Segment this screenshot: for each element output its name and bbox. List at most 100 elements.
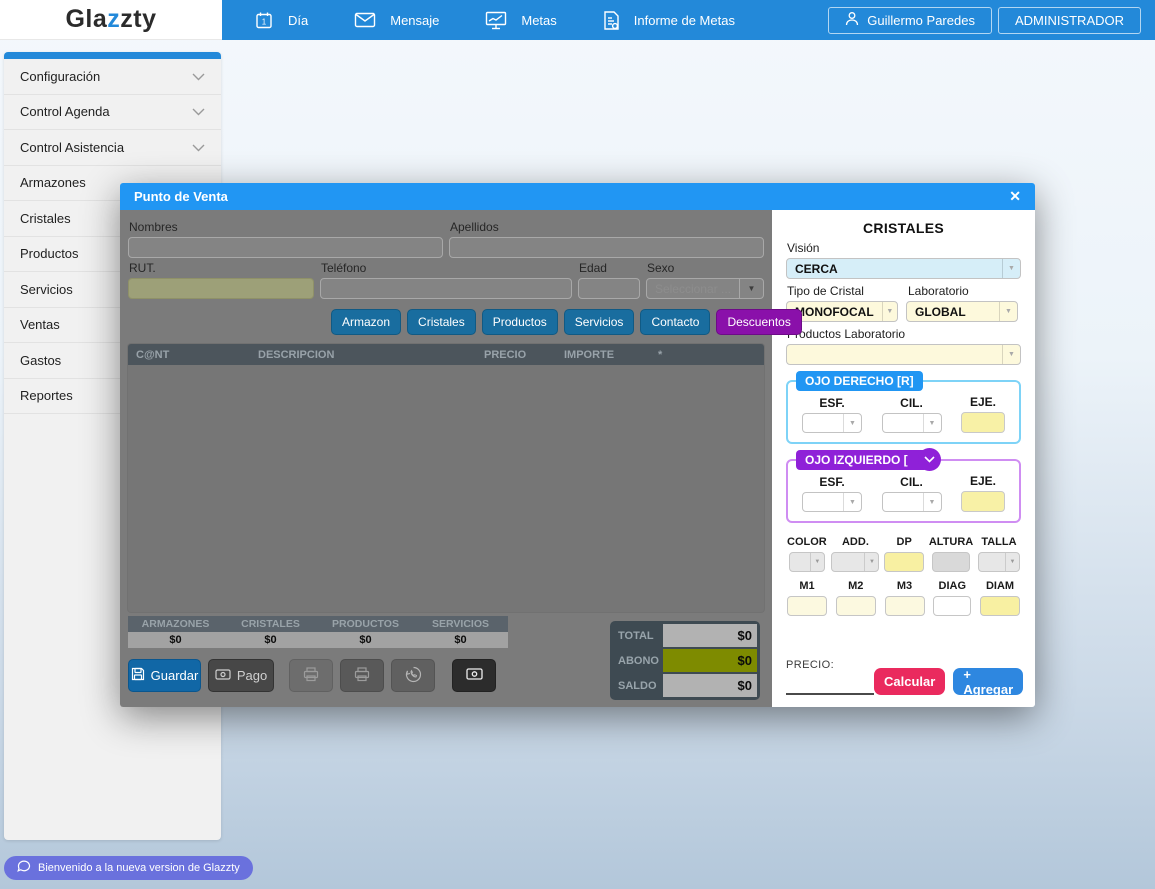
nombres-input[interactable] [128,237,443,258]
copy-down-chevron-button[interactable] [917,448,941,471]
apellidos-input[interactable] [449,237,764,258]
logo-text-suffix: zty [120,5,157,33]
color-select[interactable]: ▼ [788,552,825,572]
whatsapp-button[interactable] [391,659,435,692]
dropdown-arrow-icon: ▼ [843,493,861,511]
sidebar-item-label: Reportes [20,388,73,404]
ojo-izquierdo-badge: OJO IZQUIERDO [ [796,448,941,471]
oi-cil-select[interactable]: ▼ [881,492,942,512]
sidebar-item-ventas[interactable]: Ventas [4,308,221,343]
od-cil-select[interactable]: ▼ [881,413,942,433]
diam-input[interactable] [980,596,1020,616]
oi-eje-input[interactable] [961,491,1005,512]
banknote-icon [465,668,483,683]
precio-label: PRECIO: [786,659,835,671]
nav-item-mensaje[interactable]: Mensaje [354,12,439,28]
nav-item-metas[interactable]: Metas [485,11,557,30]
print-button-2[interactable] [340,659,384,692]
sidebar-item-cristales[interactable]: Cristales [4,201,221,237]
od-esf-select[interactable]: ▼ [802,413,862,433]
vision-select-value: CERCA [795,261,838,276]
sexo-select-value: Seleccionar ... [654,281,731,296]
add-select[interactable]: ▼ [831,552,880,572]
user-button[interactable]: Guillermo Paredes [828,6,992,34]
talla-label: TALLA [981,536,1017,548]
sidebar-item-label: Armazones [20,175,86,191]
floppy-disk-icon [131,667,145,684]
vision-select[interactable]: CERCA ▼ [786,258,1021,279]
summary-col-productos: PRODUCTOS [332,618,399,630]
nombres-label: Nombres [129,220,178,234]
sidebar-item-gastos[interactable]: Gastos [4,343,221,379]
col-precio: PRECIO [484,348,527,361]
dropdown-arrow-icon: ▼ [1002,259,1020,278]
saldo-row: SALDO $0 [613,674,757,697]
tipo-cristal-select[interactable]: MONOFOCAL ▼ [786,301,898,322]
app-logo: Glazzty [65,5,156,34]
sidebar-item-reportes[interactable]: Reportes [4,379,221,414]
precio-input[interactable] [786,681,874,695]
nav-item-dia[interactable]: 1 Día [254,10,308,30]
m1-input[interactable] [787,596,827,616]
nav-label: Mensaje [390,12,440,28]
diag-input[interactable] [933,596,972,616]
nav-label: Metas [521,12,557,28]
agregar-button[interactable]: + Agregar [953,667,1024,697]
close-icon[interactable]: ✕ [1009,188,1021,204]
nav-item-informe-de-metas[interactable]: Informe de Metas [603,10,735,31]
tab-contacto[interactable]: Contacto [640,309,711,335]
eje-label: EJE. [969,395,996,409]
sexo-select[interactable]: Seleccionar ... ▼ [645,278,764,299]
print-button-1[interactable] [289,659,333,692]
guardar-button[interactable]: Guardar [128,659,201,692]
tab-cristales[interactable]: Cristales [407,309,476,335]
sidebar-item-servicios[interactable]: Servicios [4,272,221,308]
talla-select[interactable]: ▼ [977,552,1020,572]
m2-input[interactable] [835,596,876,616]
calcular-button[interactable]: Calcular [874,668,946,695]
tab-servicios[interactable]: Servicios [563,309,635,335]
role-button[interactable]: ADMINISTRADOR [997,6,1141,34]
banknote-icon [215,668,231,683]
tab-armazon[interactable]: Armazon [331,309,402,335]
dp-input[interactable] [884,552,925,572]
edad-input[interactable] [577,278,640,299]
sidebar-item-armazones[interactable]: Armazones [4,166,221,201]
color-label: COLOR [787,536,827,548]
welcome-chat-badge[interactable]: Bienvenido a la nueva version de Glazzty [4,856,253,880]
vision-label: Visión [787,241,820,255]
pago-button[interactable]: Pago [208,659,274,692]
ojo-izquierdo-badge-text: OJO IZQUIERDO [ [805,453,908,467]
chevron-down-icon [192,140,205,155]
table-header: C@NT DESCRIPCION PRECIO IMPORTE * [128,344,764,365]
panel-title: CRISTALES [863,220,944,236]
m3-input[interactable] [884,596,925,616]
sidebar-item-control-agenda[interactable]: Control Agenda [4,95,221,130]
modal-titlebar: Punto de Venta ✕ [120,183,1035,210]
sidebar-item-productos[interactable]: Productos [4,237,221,272]
sidebar-item-control-asistencia[interactable]: Control Asistencia [4,130,221,166]
altura-input[interactable] [932,552,971,572]
ojo-izquierdo-box: OJO IZQUIERDO [ ESF. ▼ CIL. [786,448,1021,523]
punto-de-venta-modal: Punto de Venta ✕ Nombres Apellidos RUT. [120,183,1035,707]
top-nav: 1 Día Mensaje Metas [254,10,781,31]
sidebar-item-configuracion[interactable]: Configuración [4,59,221,95]
saldo-label: SALDO [618,679,657,692]
od-eje-input[interactable] [961,412,1005,433]
productos-laboratorio-select[interactable]: ▼ [786,344,1021,365]
tab-productos[interactable]: Productos [481,309,558,335]
tab-descuentos[interactable]: Descuentos [716,309,802,335]
dropdown-arrow-icon: ▼ [922,414,941,432]
sidebar-item-label: Productos [20,246,79,262]
nav-label: Informe de Metas [633,12,735,28]
tipo-cristal-label: Tipo de Cristal [787,284,864,298]
col-importe: IMPORTE [564,348,615,361]
dropdown-arrow-icon: ▼ [864,553,878,571]
cash-button[interactable] [452,659,496,692]
rut-input[interactable] [128,278,314,299]
oi-esf-select[interactable]: ▼ [802,492,862,512]
logo-box: Glazzty [0,0,222,40]
app-header: Glazzty 1 Día Mensaje [0,0,1155,40]
telefono-input[interactable] [319,278,572,299]
laboratorio-select[interactable]: GLOBAL ▼ [906,301,1018,322]
